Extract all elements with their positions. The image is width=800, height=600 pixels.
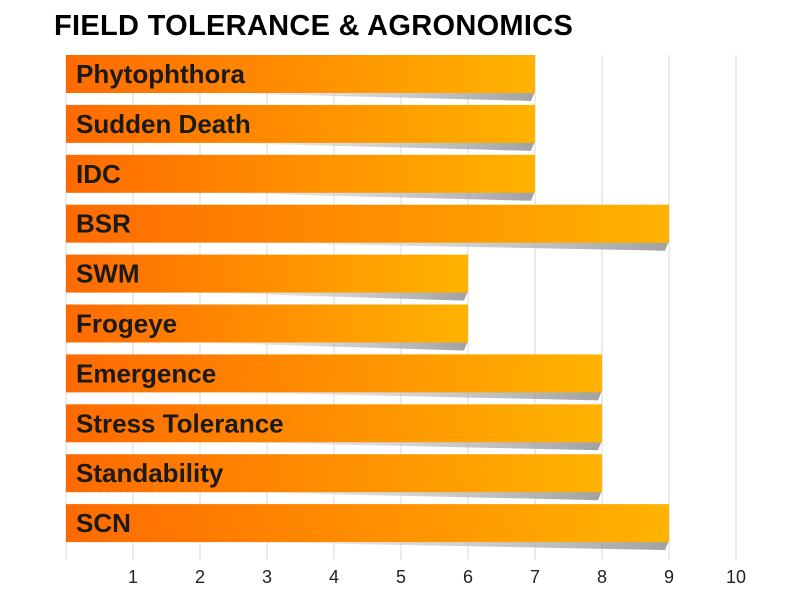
bar-label: Emergence bbox=[76, 358, 216, 388]
chart-title: FIELD TOLERANCE & AGRONOMICS bbox=[54, 10, 574, 42]
bar-label: BSR bbox=[76, 209, 131, 239]
x-tick-label-8: 8 bbox=[597, 567, 607, 587]
bar-shadow bbox=[126, 91, 535, 101]
x-tick-label-4: 4 bbox=[329, 567, 339, 587]
bar-label: Standability bbox=[76, 458, 224, 488]
bar-bsr bbox=[66, 204, 669, 243]
bar-shadow bbox=[126, 140, 535, 151]
bar-label: Sudden Death bbox=[76, 109, 251, 139]
bar-sudden-death bbox=[66, 104, 535, 143]
bar-shadow bbox=[126, 490, 602, 501]
bars: Phytophthora Sudden Death IDC BSR SWM Frogeye… bbox=[66, 55, 669, 543]
bar-scn bbox=[66, 504, 669, 543]
bar-shadow bbox=[126, 190, 535, 201]
bar-shadow bbox=[126, 290, 468, 301]
bar-shadow bbox=[126, 540, 669, 551]
x-tick-label-10: 10 bbox=[726, 567, 746, 587]
bar-shadow bbox=[126, 240, 669, 251]
x-tick-label-5: 5 bbox=[396, 567, 406, 587]
bar-frogeye bbox=[66, 304, 468, 343]
bar-label: SCN bbox=[76, 508, 131, 538]
x-tick-label-3: 3 bbox=[262, 567, 272, 587]
bar-phytophthora bbox=[66, 55, 535, 93]
bar-label: Stress Tolerance bbox=[76, 408, 284, 438]
x-tick-label-1: 1 bbox=[128, 567, 138, 587]
bar-shadows bbox=[126, 91, 669, 551]
bar-stress-tolerance bbox=[66, 404, 602, 443]
x-tick-label-2: 2 bbox=[195, 567, 205, 587]
x-tick-label-9: 9 bbox=[664, 567, 674, 587]
bar-label: Phytophthora bbox=[76, 59, 246, 89]
bar-standability bbox=[66, 454, 602, 493]
x-tick-label-6: 6 bbox=[463, 567, 473, 587]
bar-emergence bbox=[66, 354, 602, 393]
bar-idc bbox=[66, 154, 535, 193]
bar-shadow bbox=[126, 340, 468, 351]
bar-shadow bbox=[126, 440, 602, 451]
bar-label: SWM bbox=[76, 259, 140, 289]
bar-swm bbox=[66, 254, 468, 293]
bar-shadow bbox=[126, 390, 602, 401]
bar-label: IDC bbox=[76, 159, 121, 189]
bar-label: Frogeye bbox=[76, 309, 177, 339]
x-tick-label-7: 7 bbox=[530, 567, 540, 587]
x-axis-ticks: 1 2 3 4 5 6 7 8 9 10 bbox=[128, 567, 746, 587]
